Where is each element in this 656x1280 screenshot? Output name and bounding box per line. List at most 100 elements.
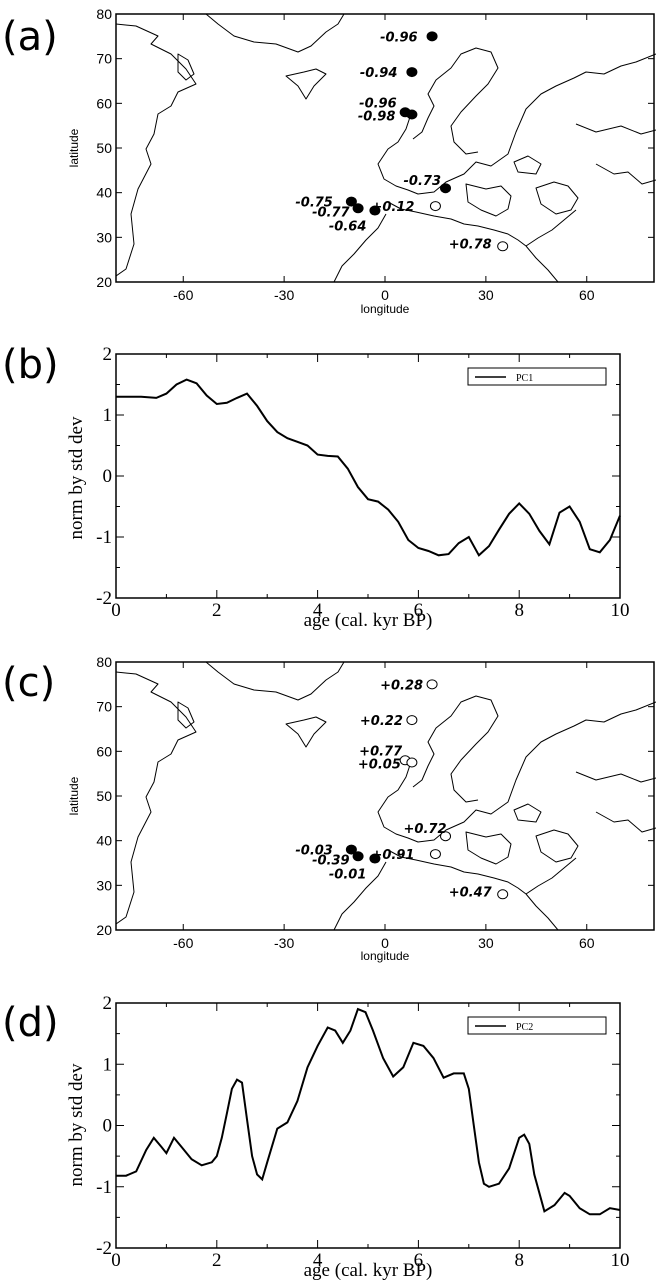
map-c-sites: +0.28 +0.22 +0.77+0.05 +0.72 -0.03-0.39-0.01… bbox=[295, 678, 509, 900]
panel-b-timeseries: (b) 0 2 4 6 8 10 -2 -1 0 1 2 PC1 age (cal. kyr BP)… bbox=[2, 342, 630, 631]
panel-c-map: (c) -60 -30 0 30 60 20 30 40 50 60 70 80 longitude… bbox=[2, 654, 656, 963]
y-tick-label: 20 bbox=[96, 274, 112, 290]
plot-b-ylabel: norm by std dev bbox=[66, 416, 87, 539]
y-tick-label: 80 bbox=[96, 654, 112, 670]
map-c-y-axis: 20 30 40 50 60 70 80 bbox=[96, 654, 654, 938]
coastline-segment bbox=[333, 213, 387, 282]
coastline-segment bbox=[595, 163, 656, 185]
x-tick-label: 10 bbox=[611, 1250, 630, 1271]
site-marker bbox=[369, 853, 381, 864]
plot-b-axes: 0 2 4 6 8 10 -2 -1 0 1 2 bbox=[96, 344, 629, 621]
site-marker bbox=[345, 844, 357, 855]
site-marker bbox=[497, 241, 509, 252]
x-tick-label: 8 bbox=[514, 1250, 524, 1271]
y-tick-label: -1 bbox=[96, 1177, 112, 1198]
coastline-segment bbox=[205, 662, 345, 701]
coastline-segment bbox=[377, 701, 656, 843]
x-tick-label: 4 bbox=[313, 600, 323, 621]
panel-a-letter: (a) bbox=[2, 14, 58, 60]
plot-b-frame bbox=[115, 353, 621, 599]
x-tick-label: -60 bbox=[173, 287, 193, 303]
site-marker bbox=[406, 67, 418, 78]
site-label: -0.01 bbox=[329, 868, 366, 883]
site-label: +0.22 bbox=[360, 714, 403, 729]
site-label: -0.98 bbox=[358, 110, 395, 125]
y-tick-label: 1 bbox=[103, 1054, 113, 1075]
plot-d-legend: PC2 bbox=[467, 1016, 607, 1035]
coastline-segment bbox=[177, 53, 195, 81]
y-tick-label: 40 bbox=[96, 833, 112, 849]
plot-d-xlabel: age (cal. kyr BP) bbox=[304, 1260, 433, 1280]
site-label: +0.72 bbox=[404, 822, 447, 837]
site-marker bbox=[440, 831, 452, 842]
y-tick-label: 60 bbox=[96, 743, 112, 759]
site-label: +0.77 bbox=[359, 744, 403, 759]
pc2-line bbox=[116, 1007, 621, 1216]
x-tick-label: -60 bbox=[173, 935, 193, 951]
site-label: +0.91 bbox=[371, 848, 414, 863]
coastline-segment bbox=[525, 245, 559, 282]
plot-d-ylabel: norm by std dev bbox=[66, 1063, 87, 1186]
site-label: +0.28 bbox=[380, 678, 423, 693]
coastline-map-a bbox=[116, 14, 656, 282]
pc1-line bbox=[116, 378, 621, 557]
site-label: -0.77 bbox=[312, 205, 350, 220]
y-tick-label: 50 bbox=[96, 140, 112, 156]
site-marker bbox=[429, 849, 441, 860]
y-tick-label: 80 bbox=[96, 6, 112, 22]
plot-b-legend: PC1 bbox=[467, 367, 607, 386]
coastline-segment bbox=[387, 849, 527, 895]
x-tick-label: 0 bbox=[381, 287, 389, 303]
site-label: -0.96 bbox=[380, 30, 417, 45]
site-label: -0.03 bbox=[295, 844, 332, 859]
site-label: +0.05 bbox=[358, 758, 401, 773]
y-tick-label: 50 bbox=[96, 788, 112, 804]
panel-c-letter: (c) bbox=[2, 660, 55, 706]
coastline-segment bbox=[205, 14, 345, 53]
coastline-segment bbox=[575, 771, 656, 783]
site-marker bbox=[369, 205, 381, 216]
coastline-segment bbox=[412, 695, 499, 803]
map-a-y-axis: 20 30 40 50 60 70 80 bbox=[96, 6, 654, 290]
coastline-segment bbox=[525, 209, 577, 247]
y-tick-label: -1 bbox=[96, 527, 112, 548]
coastline-map-c bbox=[116, 662, 656, 930]
y-tick-label: 20 bbox=[96, 922, 112, 938]
panel-b-letter: (b) bbox=[2, 342, 59, 388]
x-tick-label: 30 bbox=[478, 935, 494, 951]
coastline-segment bbox=[377, 53, 656, 195]
coastline-segment bbox=[177, 701, 195, 729]
y-tick-label: -2 bbox=[96, 1238, 112, 1259]
x-tick-label: 2 bbox=[212, 1250, 222, 1271]
site-label: -0.96 bbox=[359, 96, 396, 111]
map-a-frame bbox=[115, 13, 655, 283]
x-tick-label: 10 bbox=[611, 600, 630, 621]
coastline-segment bbox=[535, 829, 579, 863]
x-tick-label: -30 bbox=[274, 287, 294, 303]
x-tick-label: 0 bbox=[381, 935, 389, 951]
coastline-segment bbox=[285, 68, 327, 100]
site-marker bbox=[406, 715, 418, 726]
y-tick-label: 30 bbox=[96, 877, 112, 893]
site-marker bbox=[426, 679, 438, 690]
panel-d-timeseries: (d) 0 2 4 6 8 10 -2 -1 0 1 2 PC2 age (cal. kyr BP)… bbox=[2, 993, 630, 1280]
site-label: +0.78 bbox=[449, 237, 492, 252]
coastline-segment bbox=[116, 671, 197, 925]
coastline-segment bbox=[387, 201, 527, 247]
site-label: -0.39 bbox=[312, 853, 349, 868]
site-marker bbox=[345, 196, 357, 207]
y-tick-label: 70 bbox=[96, 699, 112, 715]
site-label: +0.12 bbox=[371, 200, 414, 215]
site-marker bbox=[429, 201, 441, 212]
y-tick-label: 40 bbox=[96, 185, 112, 201]
coastline-segment bbox=[575, 123, 656, 135]
coastline-segment bbox=[513, 155, 542, 175]
x-tick-label: 30 bbox=[478, 287, 494, 303]
site-label: -0.75 bbox=[295, 196, 332, 211]
map-a-sites: -0.96-0.94-0.96-0.98-0.73-0.75-0.77-0.64… bbox=[295, 30, 509, 252]
site-marker bbox=[406, 109, 418, 120]
y-tick-label: 2 bbox=[103, 993, 113, 1014]
site-marker bbox=[440, 183, 452, 194]
panel-a-map: (a) -60 -30 0 30 60 20 30 40 50 60 70 80 longitude… bbox=[2, 6, 656, 316]
